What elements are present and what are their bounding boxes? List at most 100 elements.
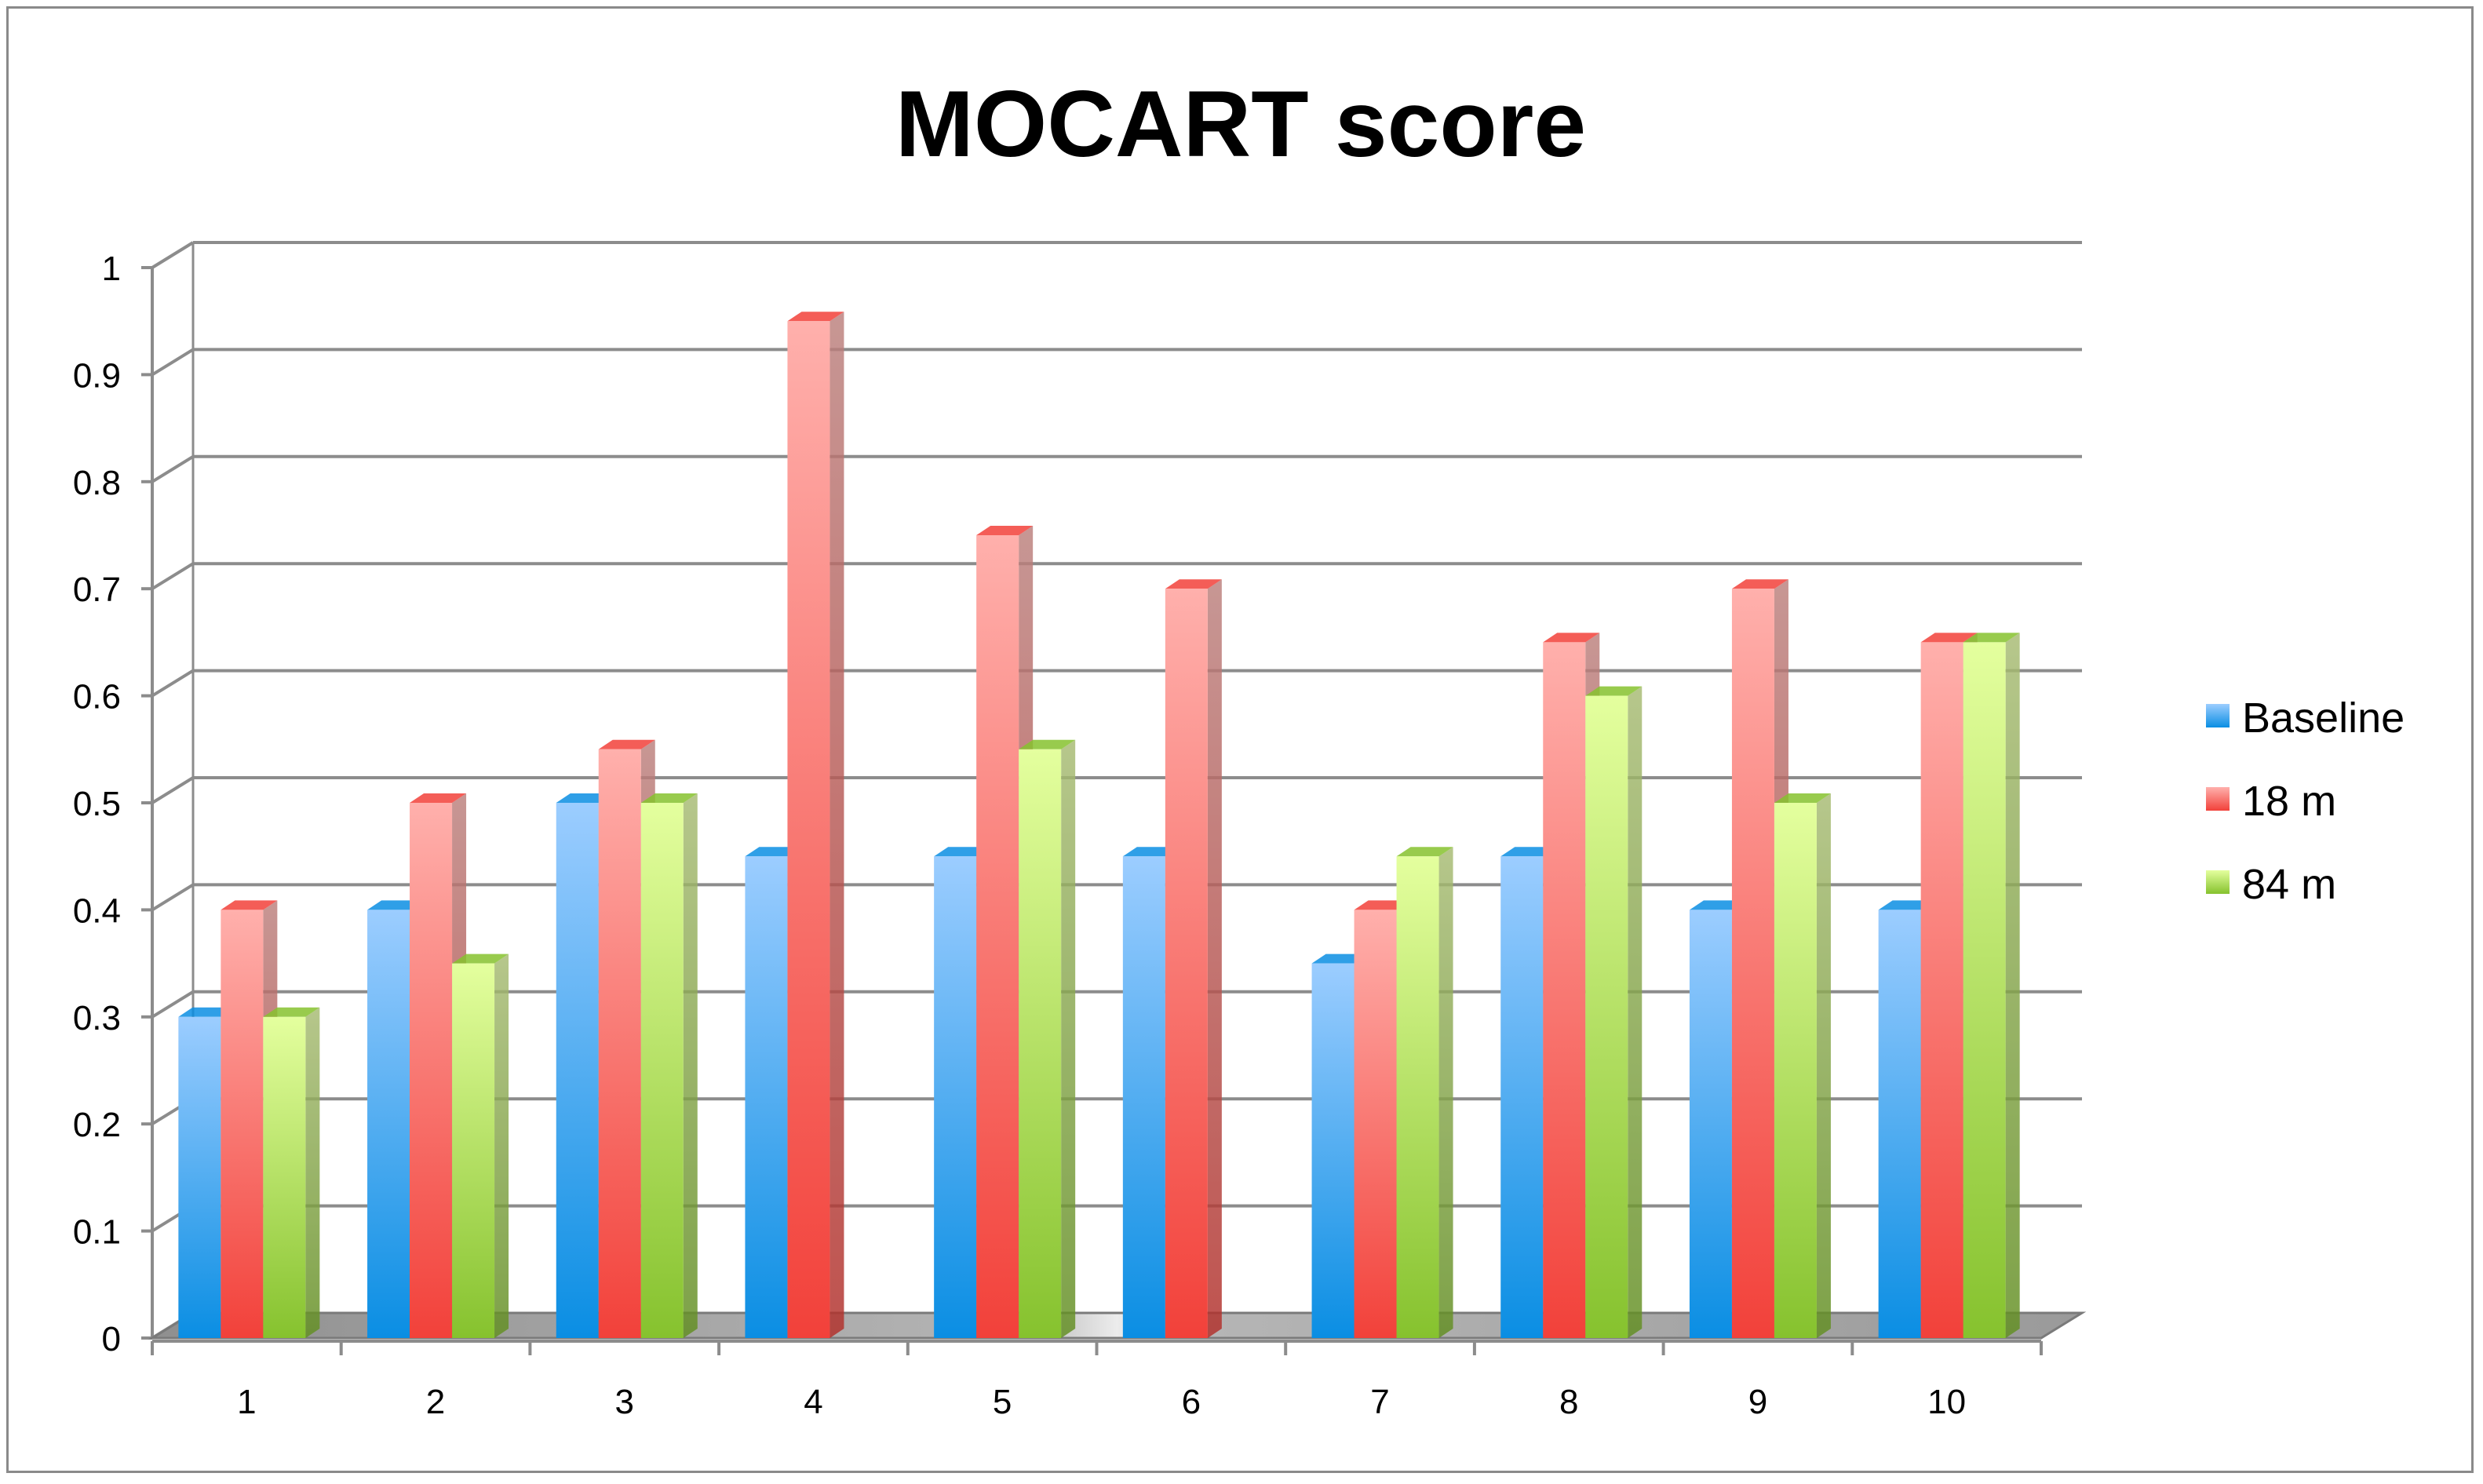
bar-side-shade <box>683 793 698 1338</box>
wall-gridline <box>151 990 195 1019</box>
bar-side-shade <box>1207 579 1222 1338</box>
x-tick-label: 6 <box>1182 1383 1201 1421</box>
bar-front <box>367 910 410 1338</box>
wall-gridline <box>151 562 195 590</box>
bar-front <box>410 803 453 1338</box>
legend-swatch <box>2206 870 2230 894</box>
bar-top <box>976 526 1034 535</box>
bar-side <box>1207 579 1222 1338</box>
bar-top <box>1585 686 1643 696</box>
bar-84-m-7 <box>1396 847 1453 1338</box>
x-tick-label: 10 <box>1927 1383 1966 1421</box>
legend-item-baseline: Baseline <box>2206 695 2405 742</box>
bar-front <box>1122 856 1165 1338</box>
y-tick-label: 0.4 <box>73 891 121 930</box>
x-tick-label: 9 <box>1748 1383 1767 1421</box>
bar-front <box>1500 856 1544 1338</box>
bar-front <box>556 803 599 1338</box>
bar-front <box>787 321 830 1339</box>
y-tick-label: 0.8 <box>73 464 121 502</box>
bar-top <box>1165 579 1222 589</box>
bar-layer <box>178 312 2020 1339</box>
bar-front <box>745 856 788 1338</box>
bar-top <box>410 793 467 803</box>
bar-side-shade <box>1816 793 1831 1338</box>
x-tick-label: 4 <box>804 1383 822 1421</box>
y-tick-label: 0.3 <box>73 999 121 1037</box>
bar-side <box>1628 686 1643 1338</box>
legend-swatch <box>2206 787 2230 811</box>
bar-side <box>1438 847 1453 1338</box>
wall-gridline <box>151 883 195 912</box>
wall-gridline <box>151 455 195 483</box>
legend-item-18-m: 18 m <box>2206 778 2336 825</box>
bar-top <box>221 900 278 910</box>
bar-front <box>1689 910 1732 1338</box>
bar-84-m-8 <box>1585 686 1643 1338</box>
bar-top <box>787 312 844 322</box>
bar-front <box>976 535 1019 1338</box>
y-tick-label: 0.7 <box>73 571 121 609</box>
bar-side <box>683 793 698 1338</box>
bar-84-m-9 <box>1774 793 1831 1338</box>
bar-front <box>1878 910 1921 1338</box>
bar-front <box>263 1016 306 1338</box>
bar-84-m-1 <box>263 1007 320 1338</box>
bar-front <box>934 856 977 1338</box>
y-tick-label: 0.9 <box>73 356 121 395</box>
bar-front <box>1354 910 1397 1338</box>
bar-side <box>1061 739 1076 1338</box>
bar-front <box>1731 589 1774 1338</box>
wall-gridline <box>151 348 195 377</box>
y-axis-ticks: 0 0.1 0.2 0.3 0.4 0.5 0.6 0.7 0.8 0.9 1 <box>73 250 121 1358</box>
bar-top <box>1963 633 2020 643</box>
bar-front <box>178 1016 221 1338</box>
bar-front <box>1396 856 1439 1338</box>
x-tick-label: 8 <box>1559 1383 1578 1421</box>
bar-side-shade <box>2005 633 2020 1338</box>
y-tick-label: 0.1 <box>73 1213 121 1252</box>
legend-swatch <box>2206 704 2230 727</box>
bar-front <box>1920 642 1963 1338</box>
bar-84-m-10 <box>1963 633 2020 1338</box>
x-tick-label: 7 <box>1370 1383 1389 1421</box>
chart-frame: MOCART score 0 0.1 0.2 0.3 0.4 0.5 0.6 0.7 0.8 0.… <box>6 6 2474 1473</box>
bar-top <box>452 953 509 964</box>
x-tick-label: 1 <box>237 1383 256 1421</box>
chart-title: MOCART score <box>895 71 1586 177</box>
bar-84-m-2 <box>452 953 509 1338</box>
bar-front <box>1963 642 2006 1338</box>
bar-84-m-5 <box>1019 739 1076 1338</box>
y-tick-label: 0.6 <box>73 678 121 716</box>
bar-side <box>305 1007 320 1338</box>
bar-side <box>2005 633 2020 1338</box>
x-tick-label: 2 <box>426 1383 445 1421</box>
bar-front <box>1165 589 1208 1338</box>
bar-front <box>1585 695 1628 1338</box>
bar-84-m-3 <box>640 793 698 1338</box>
x-tick-label: 3 <box>615 1383 634 1421</box>
bar-side-shade <box>1438 847 1453 1338</box>
bar-side-shade <box>305 1007 320 1338</box>
bar-top <box>1396 847 1453 857</box>
x-axis-ticks: 1 2 3 4 5 6 7 8 9 10 <box>151 1341 2043 1421</box>
bar-front <box>221 910 264 1338</box>
x-tick-label: 5 <box>993 1383 1012 1421</box>
bar-side <box>494 953 509 1338</box>
y-tick-label: 1 <box>102 250 121 288</box>
bar-top <box>640 793 698 803</box>
bar-side <box>1816 793 1831 1338</box>
wall-gridline <box>151 776 195 804</box>
bar-front <box>1311 963 1355 1338</box>
legend-item-84-m: 84 m <box>2206 861 2336 908</box>
bar-side-shade <box>494 953 509 1338</box>
bar-front <box>640 803 684 1338</box>
bar-front <box>1774 803 1817 1338</box>
legend-label: 18 m <box>2242 778 2336 825</box>
bar-side-shade <box>1628 686 1643 1338</box>
bar-18-m-6 <box>1165 579 1222 1338</box>
bar-side-shade <box>1061 739 1076 1338</box>
bar-side-shade <box>829 312 844 1339</box>
bar-top <box>1019 739 1076 749</box>
wall-gridline <box>151 669 195 698</box>
